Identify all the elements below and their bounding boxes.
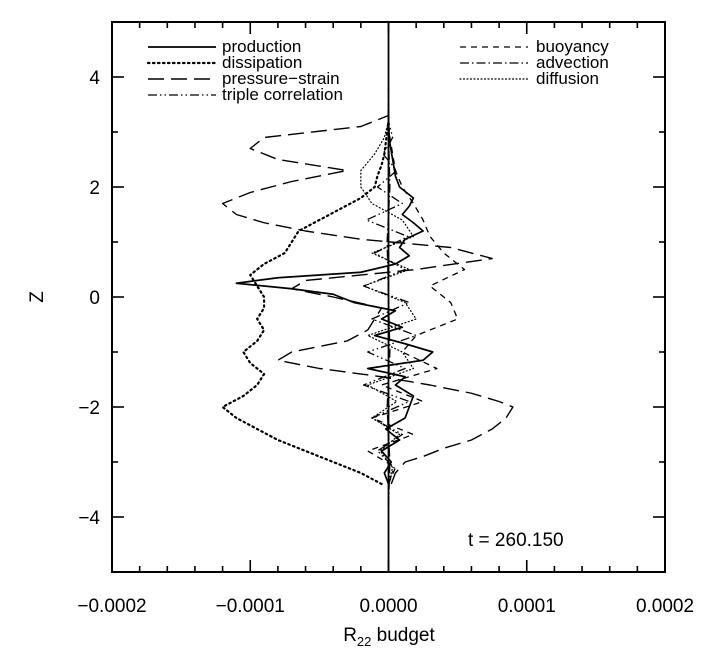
annotation-time: t = 260.150	[468, 530, 564, 551]
x-tick-label: 0.0001	[498, 596, 556, 617]
x-tick-label: −0.0001	[216, 596, 285, 617]
legend-label-advection: advection	[536, 53, 609, 72]
y-tick-label: 4	[89, 68, 100, 89]
series-line-buoyancy	[367, 120, 466, 485]
legend-label-buoyancy: buoyancy	[536, 37, 609, 56]
series-line-diffusion	[360, 120, 417, 485]
x-axis-label-sub: 22	[357, 634, 371, 649]
axis-ticks: −0.0002 −0.0001 0.0000 0.0001 0.0002 −4 −2 0 2 4	[77, 21, 694, 617]
x-axis-label-main: R	[343, 625, 357, 646]
legend: productiondissipationpressure−straintrip…	[146, 37, 609, 104]
legend-label-diffusion: diffusion	[536, 69, 599, 88]
legend-label-dissipation: dissipation	[222, 53, 302, 72]
series-layer	[221, 88, 514, 507]
series-line-production	[235, 110, 434, 485]
legend-label-pressure-strain: pressure−strain	[222, 69, 340, 88]
x-tick-label: 0.0002	[636, 596, 694, 617]
series-line-pressure-strain	[221, 114, 514, 485]
y-tick-label: −2	[78, 398, 100, 419]
y-axis-label: Z	[27, 291, 48, 303]
y-tick-label: 0	[89, 288, 100, 309]
legend-label-triple-correlation: triple correlation	[222, 85, 343, 104]
x-axis-label: R22 budget	[343, 625, 435, 649]
series-line-triple-correlation	[362, 120, 417, 485]
series-line-dissipation	[221, 119, 390, 486]
x-tick-label: −0.0002	[77, 596, 146, 617]
legend-label-production: production	[222, 37, 301, 56]
x-axis-label-rest: budget	[371, 625, 435, 646]
x-tick-label: 0.0000	[359, 596, 417, 617]
y-tick-label: 2	[89, 178, 100, 199]
y-tick-label: −4	[78, 508, 100, 529]
